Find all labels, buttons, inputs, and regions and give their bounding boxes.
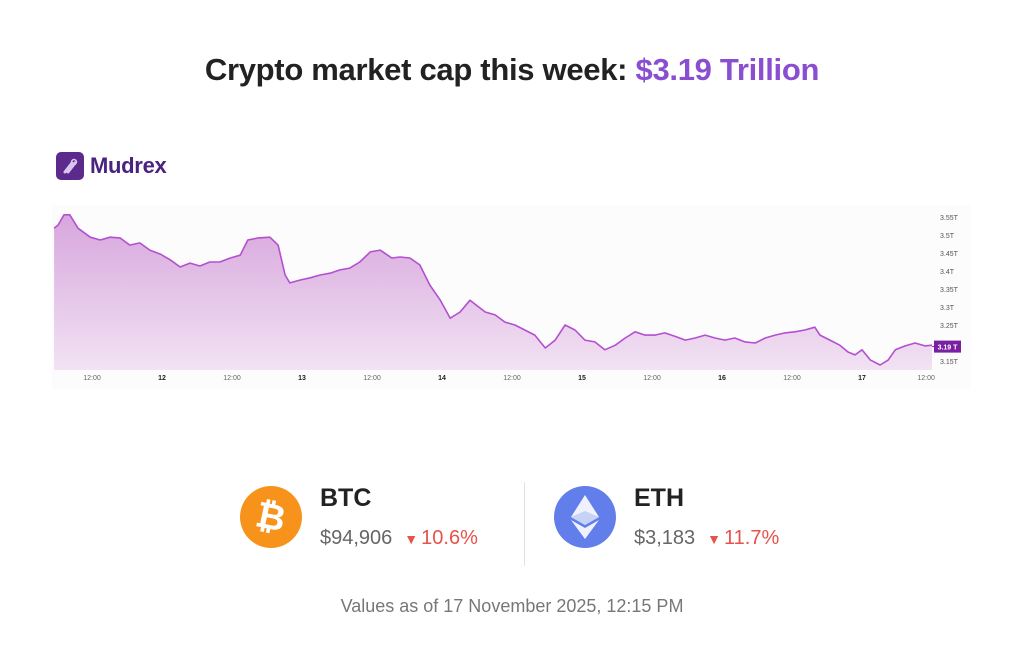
timestamp-note: Values as of 17 November 2025, 12:15 PM: [340, 596, 684, 616]
x-tick-label: 12:00: [917, 375, 935, 382]
btc-price: $94,906: [320, 527, 393, 549]
y-tick-label: 3.3T: [940, 305, 955, 312]
x-tick-label: 12:00: [363, 375, 381, 382]
x-tick-label: 12: [158, 375, 166, 382]
y-tick-label: 3.4T: [940, 269, 955, 276]
y-tick-label: 3.15T: [940, 359, 959, 366]
eth-stat: ETH $3,183 ▼ 11.7%: [554, 484, 779, 550]
btc-symbol: BTC: [320, 484, 372, 512]
brand-logo: Mudrex: [56, 152, 167, 180]
area-fill: [54, 214, 933, 370]
btc-change: ▼ 10.6%: [404, 527, 478, 549]
eth-price: $3,183: [634, 527, 696, 549]
x-tick-label: 12:00: [643, 375, 661, 382]
x-tick-label: 14: [438, 375, 446, 382]
btc-stat: ₿ BTC $94,906 ▼ 10.6%: [240, 484, 478, 550]
down-arrow-icon: ▼: [404, 531, 419, 547]
current-value-badge: [934, 340, 961, 353]
x-tick-label: 13: [298, 375, 306, 382]
x-tick-label: 15: [578, 375, 586, 382]
eth-change: ▼ 11.7%: [707, 527, 780, 549]
title-prefix: Crypto market cap this week:: [204, 52, 636, 87]
ethereum-icon: [554, 486, 616, 548]
y-tick-label: 3.45T: [940, 251, 959, 258]
bitcoin-icon: ₿: [240, 486, 302, 548]
down-arrow-icon: ▼: [707, 531, 722, 547]
x-tick-label: 12:00: [223, 375, 241, 382]
market-cap-line: [53, 214, 933, 366]
x-tick-label: 16: [718, 375, 726, 382]
y-tick-label: 3.55T: [940, 215, 959, 222]
x-tick-label: 12:00: [83, 375, 101, 382]
x-tick-label: 17: [858, 375, 866, 382]
y-tick-label: 3.25T: [940, 323, 959, 330]
y-tick-label: 3.5T: [940, 233, 955, 240]
y-tick-label: 3.35T: [940, 287, 959, 294]
divider: [524, 482, 525, 566]
brand-name: Mudrex: [90, 153, 167, 178]
mudrex-logo-icon: [56, 152, 84, 180]
page-title: Crypto market cap this week: $3.19 Trill…: [0, 52, 1024, 88]
x-tick-label: 12:00: [503, 375, 521, 382]
market-cap-value: $3.19 Trillion: [635, 52, 820, 87]
x-tick-label: 12:00: [783, 375, 801, 382]
eth-symbol: ETH: [634, 484, 684, 512]
current-value-label: 3.19 T: [938, 345, 959, 352]
